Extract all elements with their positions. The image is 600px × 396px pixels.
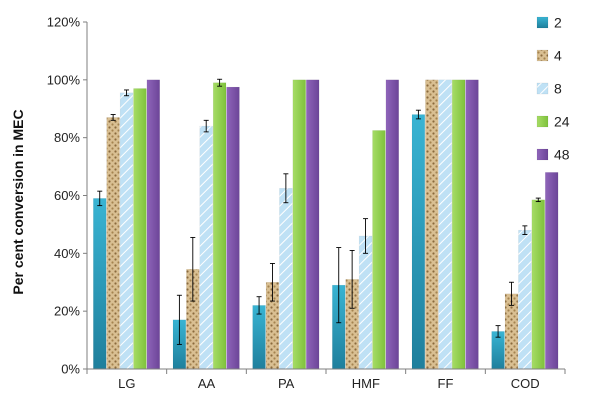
bar-LG-series-8: [119, 92, 134, 370]
bar-groups: [93, 79, 559, 370]
legend-label-24: 24: [554, 114, 570, 130]
legend-swatch-4: [536, 49, 549, 62]
x-tick-label-COD: COD: [511, 376, 540, 391]
legend-swatch-24: [536, 115, 549, 128]
y-tick-label: 0%: [61, 362, 80, 377]
y-axis-ticks: 0% 20% 40% 60% 80% 100% 120%: [47, 15, 87, 377]
bar-HMF-series-8: [358, 235, 373, 370]
bar-FF-series-4: [425, 79, 439, 370]
x-tick-label-AA: AA: [198, 376, 216, 391]
bar-PA-series-24: [292, 79, 306, 370]
x-tick-label-FF: FF: [438, 376, 454, 391]
bar-AA-series-48: [226, 86, 240, 370]
bar-COD-series-48: [545, 172, 559, 370]
bar-LG-series-2: [93, 198, 107, 370]
bar-LG-series-48: [146, 79, 160, 370]
bar-FF-series-24: [451, 79, 466, 370]
y-tick-label: 120%: [47, 15, 81, 30]
y-tick-label: 100%: [47, 72, 81, 87]
bar-LG-series-24: [133, 88, 147, 370]
bar-HMF-series-48: [385, 79, 399, 370]
bar-AA-series-24: [212, 82, 227, 370]
legend-label-4: 4: [554, 48, 562, 64]
bar-AA-series-8: [199, 125, 213, 370]
x-axis-ticks: LG AA PA HMF FF COD: [86, 369, 566, 391]
bar-COD-series-24: [531, 199, 545, 370]
x-tick-label-LG: LG: [118, 376, 135, 391]
y-tick-label: 60%: [54, 188, 80, 203]
legend-label-2: 2: [554, 15, 562, 31]
legend-label-48: 48: [554, 147, 570, 163]
x-tick-label-PA: PA: [278, 376, 295, 391]
bar-PA-series-48: [306, 79, 320, 370]
y-tick-label: 40%: [54, 246, 80, 261]
bar-HMF-series-24: [372, 130, 386, 370]
x-tick-label-HMF: HMF: [352, 376, 380, 391]
legend-swatch-8: [536, 82, 549, 95]
error-bars: [97, 78, 541, 345]
y-tick-label: 20%: [54, 304, 80, 319]
bar-PA-series-2: [252, 305, 266, 370]
bar-FF-series-2: [411, 114, 426, 370]
legend-swatch-2: [536, 16, 549, 29]
bar-FF-series-48: [465, 79, 479, 370]
bar-COD-series-8: [518, 229, 532, 370]
bar-PA-series-8: [279, 188, 293, 370]
legend-label-8: 8: [554, 81, 562, 97]
legend-swatch-48: [536, 148, 549, 161]
y-tick-label: 80%: [54, 130, 80, 145]
bar-FF-series-8: [438, 79, 452, 370]
bar-LG-series-4: [106, 117, 120, 370]
y-axis-label: Per cent conversion in MEC: [10, 109, 26, 294]
